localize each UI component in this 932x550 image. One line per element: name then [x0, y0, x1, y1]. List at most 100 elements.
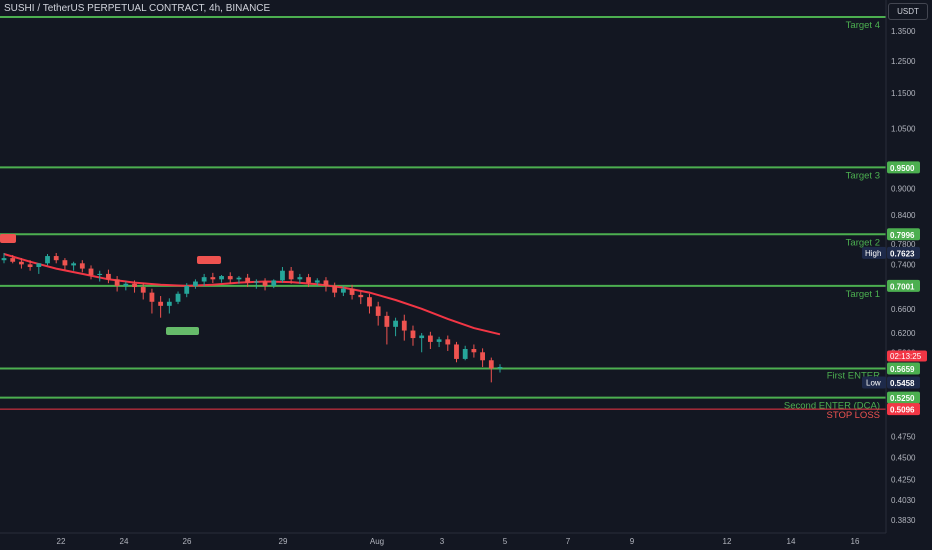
time-tick-label: 7 [566, 537, 571, 546]
price-tick-label: 0.4030 [891, 496, 916, 505]
candle-body [306, 277, 311, 283]
candle-body [462, 349, 468, 359]
level-badge-value: 0.7996 [890, 231, 915, 240]
candle-body [323, 280, 329, 286]
candle-body [1, 258, 7, 261]
candle-body [114, 279, 120, 286]
buy-signal-marker [166, 327, 199, 335]
candle-body [193, 281, 198, 286]
currency-button[interactable]: USDT [888, 3, 928, 20]
price-tick-label: 0.4500 [891, 453, 916, 462]
price-tick-label: 0.4750 [891, 432, 916, 441]
level-badge [887, 228, 920, 241]
candle-body [10, 258, 16, 262]
candle-body [45, 256, 50, 264]
candle-body [175, 293, 181, 302]
price-tick-label: 0.9000 [891, 184, 916, 193]
time-tick-label: 26 [183, 537, 192, 546]
level-badge [887, 391, 920, 404]
candle-body [427, 335, 433, 342]
price-badges: 0.9500 0.7996 0.7001 0.5659 0.5250 0.5096 High… [862, 161, 927, 416]
level-badge-value: 0.5096 [890, 406, 915, 415]
price-tick-label: 0.7400 [891, 260, 916, 269]
time-axis[interactable]: 22 24 26 29 Aug 3 5 7 9 12 14 16 [57, 537, 860, 546]
candle-body [36, 263, 42, 267]
candle-body [410, 330, 416, 339]
candle-body [340, 288, 346, 293]
level-badge [887, 161, 920, 174]
candle-body [454, 344, 459, 359]
level-badge-value: 0.7001 [890, 282, 915, 291]
candle-body [210, 277, 216, 280]
time-tick-label: 22 [57, 537, 66, 546]
high-label-badge [862, 246, 886, 259]
time-tick-label: 3 [440, 537, 445, 546]
level-label: Target 4 [846, 20, 880, 31]
candle-body [253, 281, 259, 283]
time-tick-label: 24 [120, 537, 129, 546]
countdown-timer: 02:13:25 [890, 352, 922, 361]
candle-body [280, 270, 285, 281]
level-label: First ENTER [827, 370, 880, 381]
price-tick-label: 0.3830 [891, 516, 916, 525]
candle-body [19, 261, 24, 265]
low-value: 0.5458 [890, 379, 915, 388]
candle-body [401, 320, 407, 331]
candle-body [88, 268, 94, 275]
level-badge [887, 403, 920, 416]
level-badge [887, 362, 920, 375]
level-lines: Target 4 Target 3 Target 2 Target 1 First EN… [0, 16, 886, 421]
level-badge-value: 0.9500 [890, 164, 915, 173]
level-label: STOP LOSS [826, 410, 880, 421]
price-tick-label: 0.7800 [891, 240, 916, 249]
candle-body [62, 260, 68, 266]
candle-body [332, 285, 338, 293]
high-label: High [865, 249, 881, 258]
candle-body [219, 276, 224, 280]
chart-title: SUSHI / TetherUS PERPETUAL CONTRACT, 4h,… [4, 3, 271, 14]
countdown-badge [887, 350, 927, 362]
time-tick-label: 14 [787, 537, 796, 546]
high-value: 0.7623 [890, 249, 915, 258]
time-tick-label: 12 [723, 537, 732, 546]
price-tick-label: 1.2500 [891, 57, 916, 66]
candle-body [375, 306, 381, 316]
level-badge-value: 0.5659 [890, 365, 915, 374]
candle-body [71, 263, 77, 266]
low-label-badge [862, 376, 886, 389]
high-value-badge [887, 246, 920, 259]
candle-body [106, 273, 111, 280]
candle-body [201, 277, 207, 282]
candle-body [140, 287, 146, 293]
level-badge [887, 279, 920, 292]
candle-body [497, 367, 503, 369]
candle-body [149, 292, 155, 302]
low-label: Low [866, 379, 881, 388]
candle-body [445, 339, 451, 345]
candle-body [236, 277, 242, 280]
time-tick-label: 29 [279, 537, 288, 546]
candle-body [184, 285, 190, 294]
time-tick-label: Aug [370, 537, 384, 546]
candle-body [27, 264, 33, 267]
candle-body [349, 288, 355, 295]
candle-body [471, 349, 477, 353]
candle-body [297, 277, 303, 280]
candle-body [419, 335, 425, 339]
level-label: Target 2 [846, 237, 880, 248]
candle-body [227, 276, 233, 280]
chart-annotations [0, 234, 221, 335]
candle-body [288, 270, 294, 280]
candle-body [97, 273, 103, 275]
price-tick-label: 1.1500 [891, 89, 916, 98]
candles [1, 252, 503, 383]
candle-body [271, 280, 277, 286]
candle-body [358, 294, 364, 298]
level-label: Target 3 [846, 170, 880, 181]
price-axis[interactable]: 1.3500 1.2500 1.1500 1.0500 0.9000 0.8400 0.78… [891, 27, 916, 525]
candle-body [367, 297, 372, 307]
candle-body [166, 301, 172, 306]
candle-body [262, 281, 268, 286]
candle-body [436, 339, 442, 342]
